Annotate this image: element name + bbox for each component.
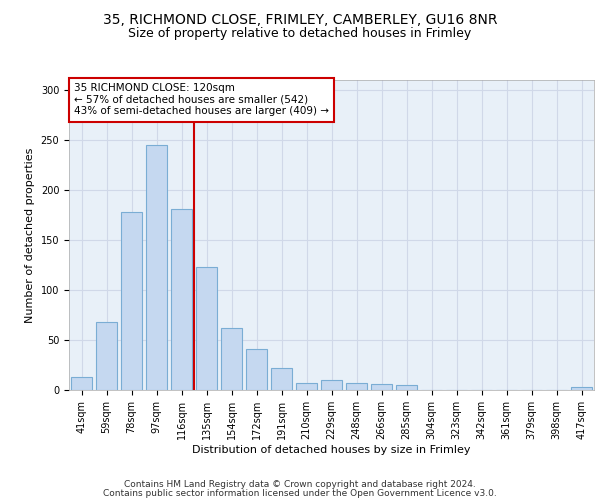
- Y-axis label: Number of detached properties: Number of detached properties: [25, 148, 35, 322]
- Bar: [321, 380, 342, 390]
- Bar: [396, 385, 417, 390]
- Bar: [246, 349, 267, 390]
- Text: Size of property relative to detached houses in Frimley: Size of property relative to detached ho…: [128, 28, 472, 40]
- Bar: [146, 145, 167, 390]
- Bar: [571, 387, 592, 390]
- X-axis label: Distribution of detached houses by size in Frimley: Distribution of detached houses by size …: [192, 444, 471, 454]
- Bar: [296, 383, 317, 390]
- Bar: [196, 267, 217, 390]
- Bar: [71, 377, 92, 390]
- Bar: [96, 322, 117, 390]
- Bar: [121, 212, 142, 390]
- Bar: [371, 384, 392, 390]
- Text: 35, RICHMOND CLOSE, FRIMLEY, CAMBERLEY, GU16 8NR: 35, RICHMOND CLOSE, FRIMLEY, CAMBERLEY, …: [103, 12, 497, 26]
- Bar: [346, 383, 367, 390]
- Text: Contains public sector information licensed under the Open Government Licence v3: Contains public sector information licen…: [103, 489, 497, 498]
- Bar: [271, 368, 292, 390]
- Text: 35 RICHMOND CLOSE: 120sqm
← 57% of detached houses are smaller (542)
43% of semi: 35 RICHMOND CLOSE: 120sqm ← 57% of detac…: [74, 83, 329, 116]
- Bar: [171, 209, 192, 390]
- Text: Contains HM Land Registry data © Crown copyright and database right 2024.: Contains HM Land Registry data © Crown c…: [124, 480, 476, 489]
- Bar: [221, 328, 242, 390]
